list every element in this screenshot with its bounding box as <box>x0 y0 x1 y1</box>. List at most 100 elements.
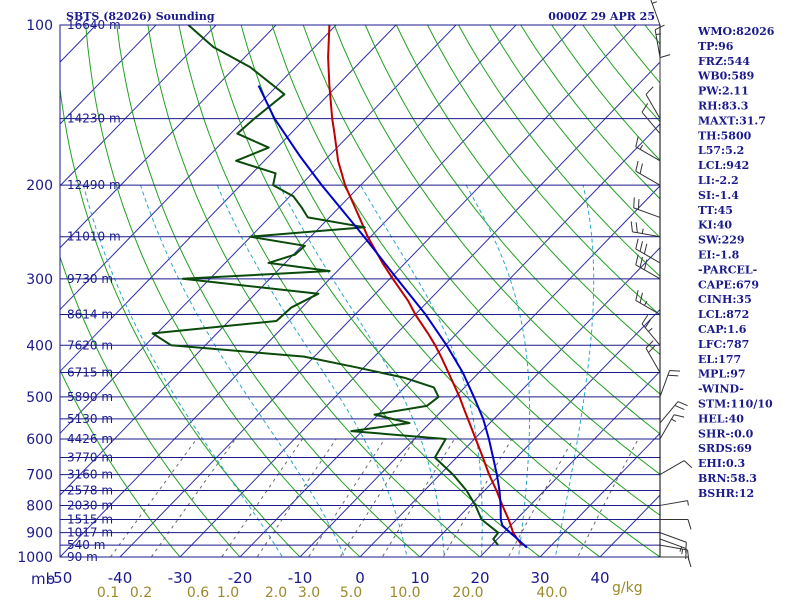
temperature-tick-label: 10 <box>410 569 429 587</box>
chart-grid <box>60 25 660 557</box>
index-entry: LI:-2.2 <box>698 174 739 187</box>
wind-barb-flag <box>654 24 665 31</box>
wind-barb <box>659 401 688 424</box>
isotherm-line <box>419 308 660 557</box>
index-entry: SI:-1.4 <box>698 189 739 202</box>
index-entry: EI:-1.8 <box>698 249 740 262</box>
moist-adiabat-line <box>554 184 595 557</box>
wind-barb <box>641 103 661 134</box>
wind-barb-half-flag <box>648 327 653 332</box>
wind-barb-flag <box>673 414 685 418</box>
dry-adiabat-line <box>147 25 481 557</box>
wind-barb-flag <box>643 259 648 270</box>
wind-barb <box>633 197 661 218</box>
index-entry: EL:177 <box>698 353 741 366</box>
wind-barb-flag <box>635 160 639 172</box>
wind-barb-flag <box>677 401 688 407</box>
wind-barb-half-flag <box>671 418 677 422</box>
height-label: 6715 m <box>67 366 113 380</box>
height-label: 5890 m <box>67 390 113 404</box>
wind-barb-flag <box>635 222 638 233</box>
wind-barb-half-flag <box>643 300 648 306</box>
wind-barb-flag <box>635 136 639 147</box>
temperature-tick-label: 40 <box>590 569 609 587</box>
dry-adiabat-line <box>333 25 660 435</box>
height-label: 4426 m <box>67 432 113 446</box>
mixing-ratio-line <box>307 438 386 557</box>
dry-adiabat-line <box>60 85 301 557</box>
pressure-tick-label: 200 <box>26 178 53 194</box>
wind-barb <box>659 532 687 553</box>
wind-barb-staff <box>659 414 675 440</box>
chart-title: SBTS (82026) Sounding <box>66 10 215 23</box>
mixing-ratio-tick-label: 5.0 <box>340 585 362 600</box>
index-entry: KI:40 <box>698 219 732 232</box>
wind-barb <box>650 0 661 26</box>
wind-barb-flag <box>639 257 643 268</box>
mixing-ratio-tick-label: 1.0 <box>217 585 239 600</box>
wind-barb-staff <box>641 111 661 134</box>
wind-barb-staff <box>659 401 679 424</box>
height-label: 1515 m <box>67 512 113 526</box>
temperature-profile-line <box>327 25 523 546</box>
dry-adiabat-line <box>395 25 660 355</box>
isotherm-line <box>119 25 637 557</box>
index-entry: FRZ:544 <box>698 55 750 68</box>
wind-barb-half-flag <box>641 228 644 234</box>
height-label: 3770 m <box>67 450 113 464</box>
wind-barb-flag <box>635 290 639 301</box>
wind-barb <box>645 86 661 119</box>
dry-adiabat-line <box>427 25 660 316</box>
wind-barb-half-flag <box>651 1 658 4</box>
isotherm-line <box>179 61 660 557</box>
wind-barb <box>659 414 685 440</box>
index-entry: TP:96 <box>698 40 734 53</box>
wind-barb-flag <box>641 103 649 113</box>
pressure-tick-label: 100 <box>26 18 53 34</box>
mixing-ratio-tick-label: 0.6 <box>187 585 209 600</box>
height-label: 540 m <box>67 538 105 552</box>
mixing-ratio-tick-label: 20.0 <box>452 585 483 600</box>
wind-barb <box>630 221 661 238</box>
wind-barb <box>635 160 661 186</box>
chart-series <box>151 25 528 549</box>
wind-barb-flag <box>669 370 681 372</box>
isotherm-line <box>599 494 660 557</box>
index-entry: LFC:787 <box>698 338 749 351</box>
wind-barb-half-flag <box>679 546 683 552</box>
dry-adiabat-line <box>85 25 361 557</box>
moist-adiabat-line <box>465 184 531 557</box>
index-entry: WB0:589 <box>697 70 754 83</box>
moist-adiabat-line <box>278 184 445 557</box>
mixing-ratio-tick-label: 3.0 <box>298 585 320 600</box>
index-entry: MAXT:31.7 <box>698 114 766 127</box>
index-entry: CAPE:679 <box>698 278 759 291</box>
index-entry: -WIND- <box>698 383 744 396</box>
mixing-ratio-line <box>221 438 303 557</box>
height-label: 9730 m <box>67 272 113 286</box>
index-entry: SRDS:69 <box>698 442 752 455</box>
mixing-ratio-line <box>507 438 574 557</box>
index-entry: LCL:942 <box>698 159 749 172</box>
wind-barb-flag <box>637 199 640 210</box>
wind-barb-flag <box>687 549 690 561</box>
wind-barb <box>635 136 661 162</box>
wind-barb <box>659 370 681 398</box>
pressure-unit-label: mb <box>31 570 55 588</box>
wind-barbs <box>630 0 693 568</box>
plot-frame <box>59 24 661 558</box>
isotherm-line <box>239 123 660 557</box>
wind-barb-staff <box>635 300 661 315</box>
height-label: 1017 m <box>67 526 113 540</box>
wind-barb <box>645 340 661 373</box>
dry-adiabat-line <box>551 25 660 161</box>
mixing-ratio-line <box>339 438 416 557</box>
wind-barb-staff <box>659 544 688 551</box>
isotherm-line <box>60 25 217 187</box>
wind-barb <box>659 544 690 561</box>
wind-barb-flag <box>633 197 635 208</box>
temperature-tick-label: -20 <box>228 569 253 587</box>
pressure-tick-label: 500 <box>26 390 53 406</box>
height-label: 8614 m <box>67 307 113 321</box>
pressure-tick-label: 700 <box>26 468 53 484</box>
